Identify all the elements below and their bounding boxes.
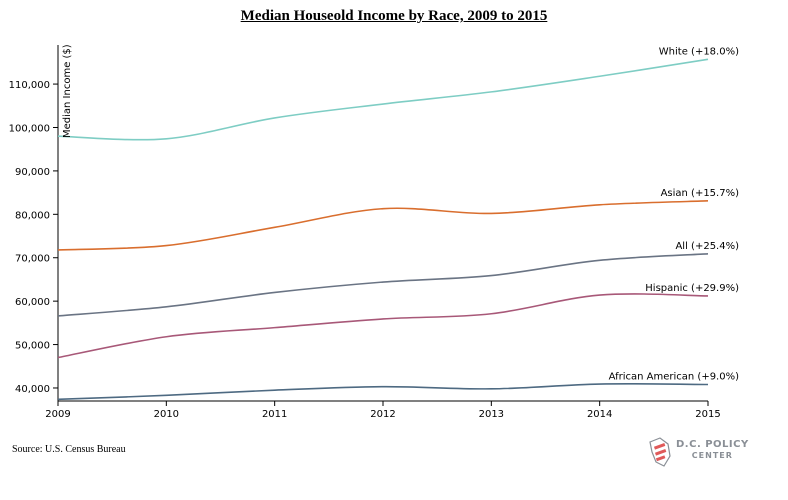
x-tick-label: 2015: [695, 409, 720, 420]
x-tick-label: 2011: [262, 409, 287, 420]
logo-flag-icon: [649, 437, 671, 467]
series-labels: White (+18.0%) Asian (+15.7%) All (+25.4%)…: [609, 46, 739, 382]
y-tick-label: 50,000: [15, 341, 50, 352]
y-tick-label: 40,000: [15, 384, 50, 395]
series-label-1: Asian (+15.7%): [661, 188, 740, 199]
series-label-4: African American (+9.0%): [609, 372, 739, 383]
y-tick-label: 60,000: [15, 297, 50, 308]
logo-text-line2: CENTER: [691, 451, 733, 460]
x-tick-label: 2009: [45, 409, 70, 420]
series-label-2: All (+25.4%): [675, 241, 739, 252]
y-tick-label: 80,000: [15, 210, 50, 221]
series-line-3: [57, 293, 709, 359]
y-axis-label: Median Income ($): [62, 44, 73, 138]
y-tick-label: 70,000: [15, 254, 50, 265]
x-tick-label: 2014: [587, 409, 612, 420]
series-label-0: White (+18.0%): [659, 46, 739, 57]
y-tick-label: 110,000: [9, 80, 50, 91]
logo-text-line1: D.C. POLICY: [676, 439, 749, 450]
series-label-3: Hispanic (+29.9%): [645, 283, 739, 294]
series-line-0: [57, 58, 709, 141]
chart-title: Median Houseold Income by Race, 2009 to …: [240, 8, 548, 24]
series-line-1: [57, 200, 709, 251]
source-note: Source: U.S. Census Bureau: [12, 444, 126, 455]
series-line-2: [57, 253, 709, 317]
chart-axes: 40,000 50,000 60,000 70,000 80,000 90,000 100,…: [9, 45, 721, 420]
x-tick-label: 2012: [370, 409, 395, 420]
y-tick-label: 100,000: [9, 123, 50, 134]
series-line-4: [57, 383, 709, 401]
x-tick-label: 2010: [154, 409, 179, 420]
x-tick-label: 2013: [479, 409, 504, 420]
y-tick-label: 90,000: [15, 167, 50, 178]
series-lines: [57, 58, 709, 401]
dc-policy-center-logo: D.C. POLICY CENTER: [646, 436, 766, 472]
